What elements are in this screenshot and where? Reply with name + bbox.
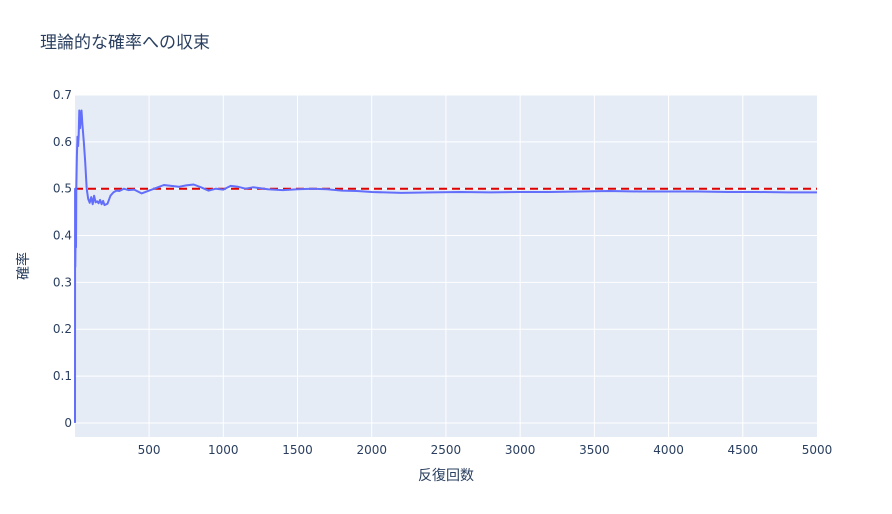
tick-layer: 500 1000 1500 2000 2500 3000 3500 4000 4500 5000 0…	[53, 88, 832, 457]
x-tick-label: 4000	[653, 443, 684, 457]
y-axis-title: 確率	[15, 252, 32, 280]
y-tick-label: 0.3	[53, 275, 72, 289]
y-tick-label: 0.4	[53, 229, 72, 243]
x-tick-label: 4500	[728, 443, 759, 457]
y-tick-label: 0.1	[53, 369, 72, 383]
grid-layer	[75, 94, 817, 437]
y-tick-label: 0.2	[53, 322, 72, 336]
chart-title: 理論的な確率への収束	[40, 33, 210, 53]
x-tick-label: 3500	[579, 443, 610, 457]
x-tick-label: 2500	[431, 443, 462, 457]
series-layer	[74, 109, 817, 423]
y-tick-label: 0.6	[53, 135, 72, 149]
x-tick-label: 1000	[208, 443, 239, 457]
x-tick-label: 5000	[802, 443, 833, 457]
series-line	[74, 109, 817, 423]
x-axis-title: 反復回数	[418, 467, 474, 484]
x-tick-label: 2000	[356, 443, 387, 457]
y-tick-label: 0	[64, 416, 72, 430]
y-tick-label: 0.7	[53, 88, 72, 102]
x-tick-label: 3000	[505, 443, 536, 457]
y-tick-label: 0.5	[53, 182, 72, 196]
x-tick-label: 1500	[282, 443, 313, 457]
x-tick-label: 500	[138, 443, 161, 457]
